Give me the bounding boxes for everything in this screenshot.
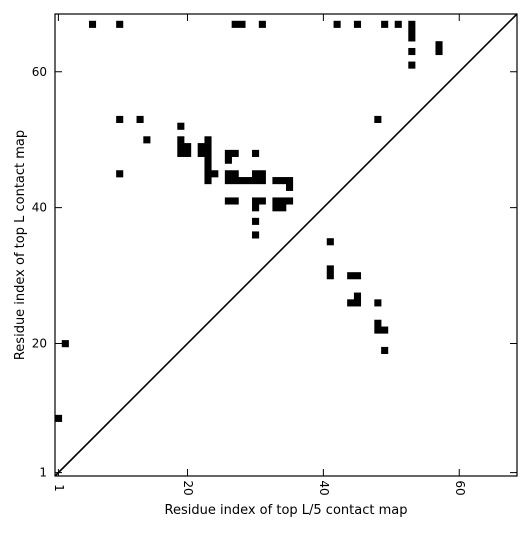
contact-cell (408, 47, 416, 56)
contact-cell (204, 163, 212, 171)
contact-cell (381, 346, 389, 354)
contact-cell (252, 197, 260, 205)
contact-cell (408, 27, 416, 35)
contact-cell (231, 149, 239, 157)
contact-cell (252, 217, 260, 225)
diagonal-line (54, 13, 518, 477)
contact-cell (408, 61, 416, 69)
contact-cell (272, 204, 280, 212)
contact-cell (381, 326, 389, 334)
contact-cell (252, 170, 260, 178)
contact-cell (435, 47, 443, 56)
y-tick-label: 60 (32, 65, 47, 79)
contact-cell (204, 143, 212, 151)
contact-cell (326, 238, 334, 246)
y-tick-label: 20 (32, 337, 47, 351)
contact-cell (347, 272, 355, 280)
contact-cell (238, 20, 246, 28)
contact-cell (204, 177, 212, 185)
contact-cell (238, 177, 246, 185)
y-tick-label: 40 (32, 201, 47, 215)
contact-cell (61, 340, 69, 348)
plot-frame (54, 13, 518, 477)
contact-cell (231, 177, 239, 185)
contact-cell (279, 204, 287, 212)
contact-cell (224, 156, 232, 164)
contact-cell (279, 197, 287, 205)
contact-cell (177, 122, 185, 130)
x-tick-label: 1 (52, 484, 66, 492)
contact-cell (252, 204, 260, 212)
contact-cell (374, 115, 382, 123)
contact-cell (231, 197, 239, 205)
contact-cell (143, 136, 151, 144)
contact-cell (136, 115, 144, 123)
y-tick-label: 1 (39, 466, 47, 480)
contact-cell (374, 319, 382, 327)
contact-cell (204, 170, 212, 178)
contact-cell (116, 170, 124, 178)
contact-cell (252, 231, 260, 239)
x-tick-label: 20 (181, 480, 195, 495)
contact-cell (184, 143, 192, 151)
contact-cell (252, 149, 260, 157)
contact-cell (272, 177, 280, 185)
contact-cell (353, 292, 362, 300)
contact-cell (286, 183, 294, 191)
contact-cells (55, 20, 443, 422)
contact-cell (211, 170, 219, 178)
contact-cell (231, 170, 239, 178)
contact-cell (116, 115, 124, 123)
contact-cell (258, 177, 266, 185)
contact-cell (353, 272, 362, 280)
contact-cell (326, 272, 334, 280)
contact-cell (224, 170, 232, 178)
contact-cell (408, 20, 416, 28)
contact-cell (177, 143, 185, 151)
contact-cell (353, 20, 362, 28)
contact-cell (381, 20, 389, 28)
contact-cell (347, 299, 355, 307)
contact-cell (224, 197, 232, 205)
contact-cell (435, 41, 443, 49)
contact-cell (326, 265, 334, 273)
contact-cell (177, 149, 185, 157)
contact-cell (245, 177, 253, 185)
contact-cell (374, 326, 382, 334)
contact-cell (231, 20, 239, 28)
contact-cell (353, 299, 362, 307)
contact-cell (258, 20, 266, 28)
x-axis-label: Residue index of top L/5 contact map (165, 503, 408, 518)
contact-cell (177, 136, 185, 144)
contact-cell (252, 177, 260, 185)
contact-cell (258, 170, 266, 178)
contact-cell (197, 143, 205, 151)
contact-cell (204, 149, 212, 157)
axis-ticks: 1 20 40 60 1 20 40 60 (32, 14, 517, 496)
contact-cell (333, 20, 341, 28)
contact-cell (408, 34, 416, 42)
contact-cell (374, 299, 382, 307)
contact-cell (204, 156, 212, 164)
contact-cell (184, 149, 192, 157)
contact-cell (286, 197, 294, 205)
contact-cell (204, 136, 212, 144)
contact-cell (224, 149, 232, 157)
contact-cell (116, 20, 124, 28)
contact-cell (272, 197, 280, 205)
x-tick-label: 40 (317, 480, 331, 495)
contact-cell (197, 149, 205, 157)
y-axis-label: Residue index of top L contact map (13, 130, 28, 360)
contact-cell (224, 177, 232, 185)
contact-cell (258, 197, 266, 205)
contact-cell (279, 177, 287, 185)
contact-cell (55, 414, 63, 422)
x-tick-label: 60 (453, 480, 467, 495)
contact-cell (286, 177, 294, 185)
contact-cell (394, 20, 402, 28)
contact-cell (88, 20, 97, 28)
